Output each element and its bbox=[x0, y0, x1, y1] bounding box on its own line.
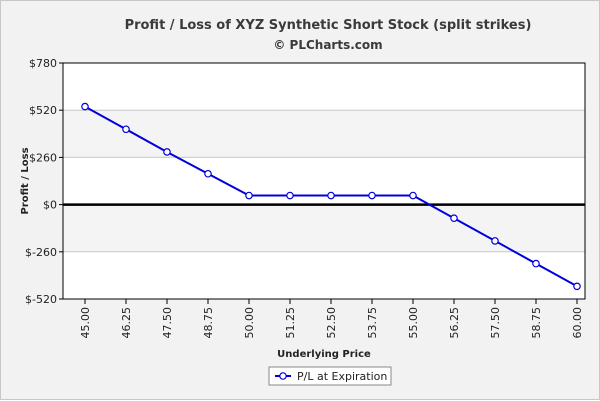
series-layer bbox=[81, 102, 581, 291]
x-tick-label: 58.75 bbox=[530, 307, 543, 339]
data-point bbox=[491, 237, 499, 245]
plot-band bbox=[63, 157, 585, 205]
data-point bbox=[409, 191, 417, 200]
data-point bbox=[204, 169, 212, 178]
data-point bbox=[81, 102, 89, 111]
y-axis-title: Profit / Loss bbox=[20, 147, 31, 214]
y-tick-label: $260 bbox=[29, 151, 57, 164]
legend-label: P/L at Expiration bbox=[297, 370, 387, 383]
y-tick-label: $0 bbox=[43, 199, 57, 212]
data-point bbox=[532, 259, 540, 268]
legend-marker bbox=[279, 372, 287, 380]
x-tick-label: 48.75 bbox=[202, 307, 215, 339]
data-point bbox=[327, 191, 335, 200]
y-tick-label: $780 bbox=[29, 57, 57, 70]
x-tick-label: 56.25 bbox=[448, 307, 461, 339]
plot-border bbox=[62, 62, 586, 300]
plot-band bbox=[63, 63, 585, 111]
plot-band bbox=[63, 251, 585, 299]
x-tick-label: 47.50 bbox=[161, 307, 174, 339]
x-axis-ticks: 45.00 46.25 47.50 48.75 50.00 51.25 52.50 53.75… bbox=[79, 299, 584, 339]
plot-band bbox=[63, 110, 585, 158]
x-tick-label: 50.00 bbox=[243, 307, 256, 339]
x-tick-label: 51.25 bbox=[284, 307, 297, 339]
legend: P/L at Expiration bbox=[268, 366, 392, 386]
data-point bbox=[122, 125, 130, 134]
data-point bbox=[163, 148, 171, 156]
chart-subtitle: © PLCharts.com bbox=[273, 38, 382, 52]
data-point bbox=[286, 191, 294, 200]
data-point bbox=[573, 282, 581, 291]
x-tick-label: 45.00 bbox=[79, 307, 92, 339]
plot-bands bbox=[63, 63, 585, 299]
x-tick-label: 52.50 bbox=[325, 307, 338, 339]
plot-band bbox=[63, 204, 585, 252]
data-point bbox=[245, 191, 253, 200]
y-axis-ticks: $780 $520 $260 $0 $-260 $-520 bbox=[25, 57, 63, 306]
x-axis-title: Underlying Price bbox=[277, 349, 371, 360]
chart-title: Profit / Loss of XYZ Synthetic Short Sto… bbox=[125, 18, 532, 33]
x-tick-label: 53.75 bbox=[366, 307, 379, 339]
y-tick-label: $-520 bbox=[25, 293, 57, 306]
x-tick-label: 60.00 bbox=[571, 307, 584, 339]
legend-box bbox=[268, 366, 392, 386]
x-tick-label: 46.25 bbox=[120, 307, 133, 339]
x-tick-label: 55.00 bbox=[407, 307, 420, 339]
y-tick-label: $-260 bbox=[25, 246, 57, 259]
data-point bbox=[450, 214, 458, 223]
y-tick-label: $520 bbox=[29, 104, 57, 117]
data-point bbox=[368, 191, 376, 200]
x-tick-label: 57.50 bbox=[489, 307, 502, 339]
